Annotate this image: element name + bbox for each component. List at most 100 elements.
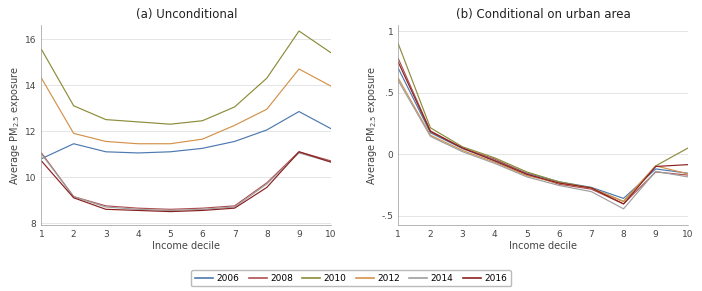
2008: [587, 187, 595, 191]
2010: [523, 170, 531, 174]
2010: [684, 146, 692, 150]
2012: [327, 84, 336, 88]
2006: [394, 67, 402, 70]
2010: [619, 200, 628, 203]
2016: [295, 150, 303, 154]
2016: [555, 181, 564, 185]
Line: 2012: 2012: [398, 78, 688, 201]
Y-axis label: Average PM$_{2.5}$ exposure: Average PM$_{2.5}$ exposure: [365, 66, 378, 185]
2006: [37, 157, 46, 160]
2010: [134, 120, 143, 124]
2016: [69, 196, 78, 200]
2014: [102, 205, 110, 209]
2016: [327, 160, 336, 164]
2006: [263, 128, 271, 132]
2012: [619, 200, 628, 203]
2010: [458, 145, 467, 149]
2014: [230, 205, 239, 209]
2008: [263, 181, 271, 184]
2012: [134, 142, 143, 146]
2012: [37, 77, 46, 80]
2012: [587, 186, 595, 190]
2014: [587, 190, 595, 194]
2008: [295, 150, 303, 154]
Line: 2010: 2010: [398, 44, 688, 201]
2006: [102, 150, 110, 154]
2014: [523, 175, 531, 179]
2016: [230, 206, 239, 210]
2014: [69, 195, 78, 198]
2008: [102, 204, 110, 207]
2010: [555, 180, 564, 184]
2008: [198, 206, 206, 210]
2008: [166, 207, 174, 211]
2006: [295, 110, 303, 113]
Line: 2008: 2008: [41, 152, 331, 209]
2010: [198, 119, 206, 123]
2012: [166, 142, 174, 146]
2010: [263, 77, 271, 80]
2014: [327, 160, 336, 164]
2008: [523, 172, 531, 175]
2006: [426, 131, 435, 134]
2012: [69, 132, 78, 135]
2016: [166, 210, 174, 213]
2016: [394, 60, 402, 64]
2010: [394, 42, 402, 45]
2008: [37, 151, 46, 155]
2010: [426, 126, 435, 129]
2006: [619, 197, 628, 200]
2016: [426, 130, 435, 133]
2014: [134, 207, 143, 211]
2010: [295, 29, 303, 33]
2012: [491, 160, 499, 164]
2014: [198, 207, 206, 211]
2014: [619, 207, 628, 211]
2006: [166, 150, 174, 154]
2012: [651, 164, 660, 168]
2016: [587, 186, 595, 190]
2014: [394, 79, 402, 82]
2016: [491, 159, 499, 163]
Line: 2014: 2014: [398, 81, 688, 209]
X-axis label: Income decile: Income decile: [152, 241, 220, 251]
2006: [198, 147, 206, 150]
2016: [263, 186, 271, 189]
2012: [555, 181, 564, 185]
2012: [458, 149, 467, 152]
Y-axis label: Average PM$_{2.5}$ exposure: Average PM$_{2.5}$ exposure: [8, 66, 22, 185]
2008: [327, 159, 336, 163]
2012: [230, 124, 239, 127]
2012: [523, 174, 531, 178]
2006: [458, 147, 467, 150]
2014: [426, 135, 435, 138]
2006: [651, 167, 660, 171]
2012: [263, 107, 271, 111]
2016: [102, 207, 110, 211]
Line: 2006: 2006: [398, 68, 688, 198]
2016: [651, 165, 660, 168]
2006: [134, 151, 143, 155]
2014: [555, 184, 564, 187]
2008: [394, 57, 402, 60]
Line: 2012: 2012: [41, 69, 331, 144]
2010: [491, 156, 499, 160]
2010: [327, 51, 336, 55]
2014: [263, 182, 271, 186]
2016: [198, 209, 206, 212]
2006: [327, 127, 336, 131]
2006: [523, 171, 531, 175]
2016: [619, 202, 628, 206]
2008: [458, 146, 467, 150]
2016: [458, 146, 467, 150]
2008: [684, 173, 692, 177]
2008: [619, 202, 628, 206]
2012: [426, 133, 435, 137]
2012: [684, 172, 692, 175]
2014: [684, 175, 692, 179]
2010: [587, 186, 595, 190]
Line: 2014: 2014: [41, 153, 331, 210]
2006: [69, 142, 78, 146]
2016: [684, 163, 692, 166]
2012: [295, 67, 303, 71]
